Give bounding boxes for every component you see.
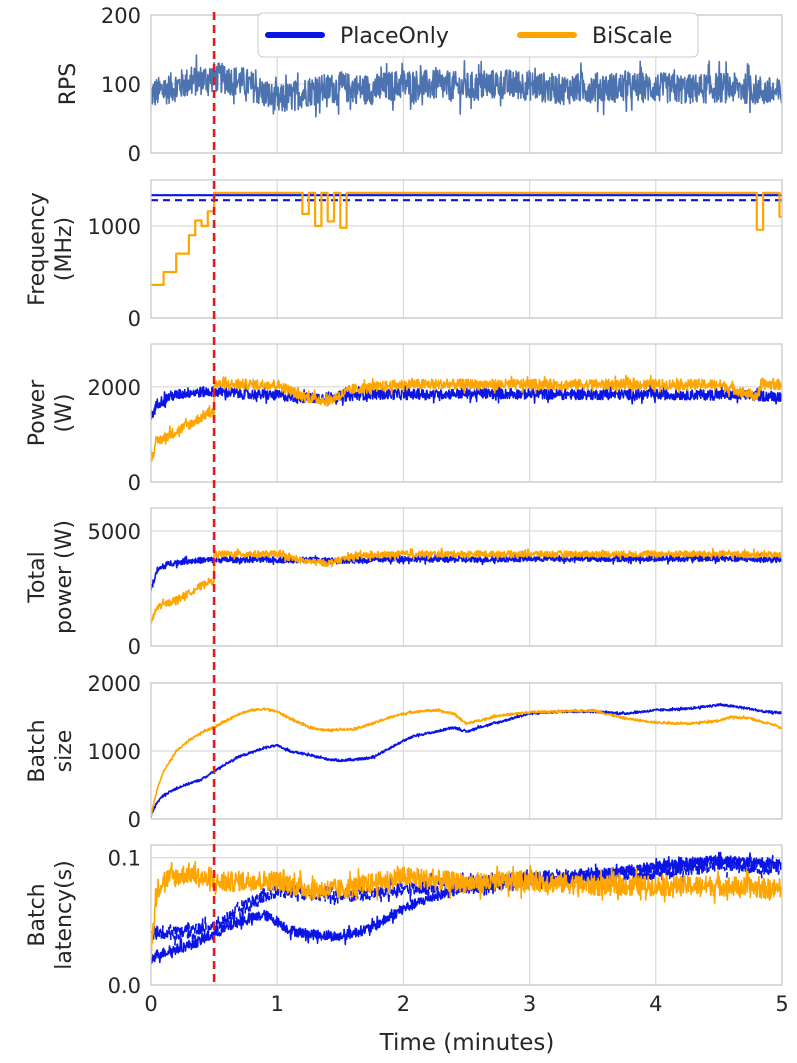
frame-power	[150, 343, 783, 483]
x-axis-label: Time (minutes)	[379, 1030, 555, 1056]
x-tick-label-3: 3	[523, 992, 536, 1016]
series-batch_latency-placeonly-1	[151, 854, 782, 946]
y-axis-label-frequency-0: Frequency	[25, 192, 50, 306]
panel-batch_latency: 0.0 0.1 Batch latency(s) 0 1 2 3 4 5	[25, 844, 789, 1016]
y-tick-label-power-0: 0	[128, 471, 141, 495]
frame-frequency	[150, 179, 783, 319]
y-axis-label-batch_latency-1: latency(s)	[52, 860, 77, 969]
series-frequency-biscale-2	[151, 191, 782, 286]
y-tick-label-rps-0: 0	[128, 142, 141, 166]
frame-batch_latency	[150, 844, 783, 986]
y-axis-label-power-0: Power	[25, 379, 50, 446]
y-tick-label-batch_size-1: 1000	[88, 740, 141, 764]
panel-power: 0 2000 Power (W)	[25, 343, 783, 495]
y-axis-label-total_power-0: Total	[25, 551, 50, 603]
y-axis-label-rps-0: RPS	[56, 63, 81, 106]
y-tick-label-batch_latency-1: 0.1	[108, 847, 141, 871]
series-batch_size-biscale-1	[151, 707, 782, 817]
y-axis-label-batch_size-1: size	[52, 730, 77, 773]
legend: PlaceOnly BiScale	[257, 12, 699, 58]
panel-total_power: 0 5000 Total power (W)	[25, 507, 783, 659]
y-tick-label-total_power-0: 0	[128, 635, 141, 659]
legend-label-placeonly: PlaceOnly	[340, 24, 449, 49]
y-axis-label-frequency-1: (MHz)	[52, 217, 77, 281]
panel-batch_size: 0 1000 2000 Batch size	[25, 672, 783, 832]
frame-batch_size	[150, 682, 783, 820]
x-tick-label-4: 4	[649, 992, 662, 1016]
x-tick-label-2: 2	[397, 992, 410, 1016]
series-rps-rps-0	[151, 54, 782, 118]
y-axis-label-total_power-1: power (W)	[52, 520, 77, 634]
y-tick-label-power-1: 2000	[88, 376, 141, 400]
y-tick-label-batch_latency-0: 0.0	[108, 974, 141, 998]
y-tick-label-frequency-0: 0	[128, 307, 141, 331]
y-axis-label-batch_size-0: Batch	[25, 719, 50, 782]
series-batch_size-placeonly-0	[151, 702, 782, 818]
x-tick-label-5: 5	[775, 992, 788, 1016]
panel-frequency: 0 1000 Frequency (MHz)	[25, 179, 783, 331]
x-tick-label-1: 1	[271, 992, 284, 1016]
y-tick-label-batch_size-0: 0	[128, 808, 141, 832]
series-total_power-biscale-1	[151, 547, 782, 625]
frame-total_power	[150, 507, 783, 647]
legend-label-biscale: BiScale	[592, 24, 672, 49]
x-tick-label-0: 0	[144, 992, 157, 1016]
y-tick-label-total_power-1: 5000	[88, 520, 141, 544]
series-power-biscale-1	[151, 374, 782, 462]
y-tick-label-rps-2: 200	[101, 4, 141, 28]
y-axis-label-batch_latency-0: Batch	[25, 883, 50, 946]
y-tick-label-rps-1: 100	[101, 73, 141, 97]
series-batch_latency-biscale-2	[151, 860, 782, 958]
series-total_power-placeonly-0	[151, 552, 782, 592]
series-power-placeonly-0	[151, 383, 782, 420]
series-batch_latency-placeonly-0	[151, 851, 782, 964]
y-axis-label-power-1: (W)	[52, 394, 77, 433]
y-tick-label-batch_size-2: 2000	[88, 672, 141, 696]
y-tick-label-frequency-1: 1000	[88, 215, 141, 239]
legend-frame	[257, 12, 699, 58]
